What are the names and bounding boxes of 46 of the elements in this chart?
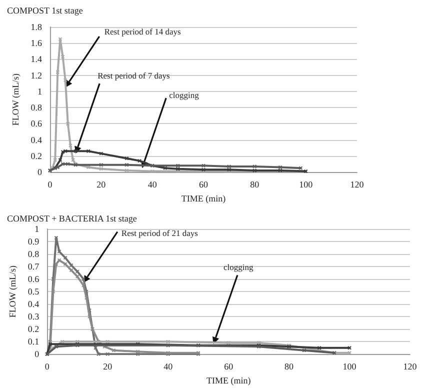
y-tick-label: 0.7: [28, 262, 40, 272]
x-tick-label: 40: [148, 180, 158, 190]
x-tick-label: 40: [164, 362, 174, 372]
y-axis-title: FLOW (mL/s): [8, 266, 18, 318]
chart-title: COMPOST + BACTERIA 1st stage: [7, 214, 137, 224]
x-tick-label: 20: [96, 180, 106, 190]
annotation: Rest period of 21 days: [121, 228, 198, 238]
y-tick-label: 0.9: [28, 236, 40, 247]
x-tick-label: 60: [199, 180, 208, 190]
y-tick-label: 0.6: [30, 118, 42, 129]
x-tick-label: 120: [403, 362, 418, 372]
annotation: Rest period of 14 days: [104, 26, 181, 36]
y-tick-label: 0.4: [28, 299, 40, 310]
y-tick-label: 1.4: [30, 54, 42, 64]
y-tick-label: 1: [34, 224, 40, 234]
y-tick-label: 1.8: [30, 22, 42, 32]
x-tick-label: 0: [48, 180, 53, 190]
y-tick-label: 0.2: [30, 150, 42, 161]
y-axis-title: FLOW (mL/s): [10, 74, 20, 126]
y-tick-label: 0: [34, 349, 40, 360]
x-tick-label: 80: [284, 362, 294, 372]
x-tick-label: 100: [342, 362, 357, 372]
y-tick-label: 0.3: [28, 312, 40, 322]
y-tick-label: 0.6: [28, 274, 40, 284]
y-tick-label: 0: [38, 167, 42, 178]
y-tick-label: 0.8: [30, 102, 42, 113]
x-tick-label: 20: [103, 362, 113, 372]
y-tick-label: 1.6: [30, 38, 42, 48]
x-tick-label: 80: [250, 180, 260, 190]
y-tick-label: 0.8: [28, 249, 40, 260]
x-axis-title: TIME (min): [206, 376, 251, 386]
y-tick-label: 0.4: [30, 134, 42, 145]
annotation: clogging: [169, 90, 200, 100]
y-tick-label: 1.2: [30, 70, 42, 80]
y-tick-label: 1: [38, 86, 42, 96]
y-tick-label: 0.1: [28, 336, 40, 347]
y-tick-label: 0.2: [28, 324, 40, 334]
x-tick-label: 120: [350, 180, 364, 190]
y-tick-label: 0.5: [28, 286, 40, 297]
x-tick-label: 100: [299, 180, 314, 190]
chart-title: COMPOST 1st stage: [7, 6, 83, 16]
annotation: clogging: [223, 262, 254, 272]
annotation: Rest period of 7 days: [98, 70, 170, 81]
x-tick-label: 60: [224, 362, 234, 372]
x-tick-label: 0: [44, 362, 50, 372]
x-axis-title: TIME (min): [181, 194, 226, 204]
